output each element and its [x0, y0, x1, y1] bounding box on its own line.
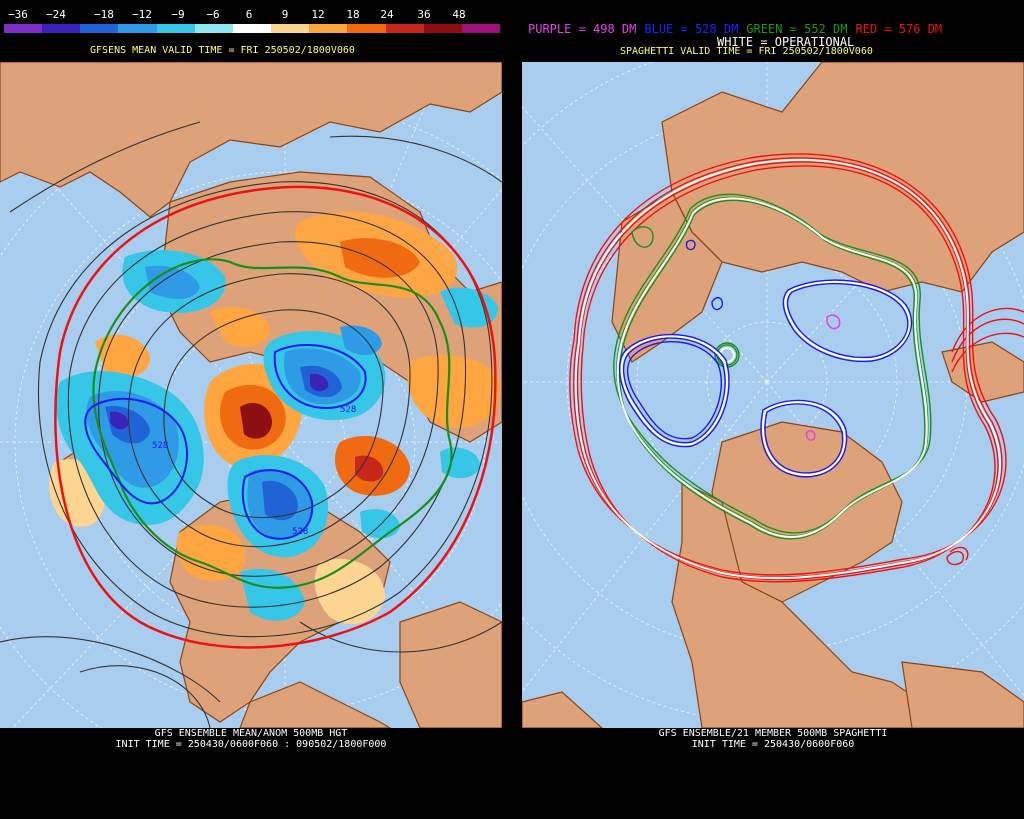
operational-576dm [574, 158, 1001, 580]
scale-swatch [118, 24, 157, 33]
operational-legend: WHITE = OPERATIONAL [717, 35, 855, 49]
scale-swatch [271, 24, 310, 33]
scale-label: 18 [346, 8, 360, 21]
contour-label: 528 [292, 527, 308, 537]
scale-label: 36 [417, 8, 431, 21]
scale-swatch [80, 24, 119, 33]
scale-swatch [461, 24, 501, 33]
valid-time-label: GFSENS MEAN VALID TIME = FRI 250502/1800… [90, 45, 355, 56]
scale-swatch [385, 24, 424, 33]
scale-label: −24 [46, 8, 66, 21]
spaghetti-498dm [805, 314, 841, 441]
scale-label: 9 [281, 8, 289, 21]
spaghetti-map [522, 62, 1024, 728]
footer-init-time: INIT TIME = 250430/0600F060 [691, 739, 855, 750]
legend-blue: BLUE = 528 DM [644, 22, 739, 36]
scale-label: −9 [171, 8, 185, 21]
scale-label: 12 [311, 8, 325, 21]
scale-label: −18 [94, 8, 114, 21]
scale-label: 24 [380, 8, 394, 21]
mean-anomaly-panel: −36 −24 −18 −12 −9 −6 6 9 12 18 24 36 48… [0, 0, 502, 819]
spaghetti-552dm [613, 193, 932, 540]
operational-528dm [620, 280, 911, 476]
land-masses [522, 62, 1024, 728]
anomaly-color-scale [4, 24, 501, 33]
scale-label: −6 [206, 8, 220, 21]
contour-552dm [92, 258, 453, 589]
scale-label: 6 [245, 8, 253, 21]
footer-title: GFS ENSEMBLE MEAN/ANOM 500MB HGT [154, 728, 348, 739]
scale-label: −12 [132, 8, 152, 21]
scale-label: −36 [8, 8, 28, 21]
anomaly-scale-labels: −36 −24 −18 −12 −9 −6 6 9 12 18 24 36 48 [0, 8, 502, 22]
contour-576dm [54, 185, 497, 649]
panel-divider [502, 0, 522, 819]
scale-swatch [156, 24, 195, 33]
contour-label: 528 [152, 441, 168, 451]
scale-swatch [423, 24, 462, 33]
contour-528dm [84, 344, 367, 540]
scale-swatch [194, 24, 233, 33]
negative-anomaly-shading [56, 249, 498, 621]
scale-swatch [309, 24, 348, 33]
left-footer: GFS ENSEMBLE MEAN/ANOM 500MB HGT INIT TI… [0, 728, 502, 750]
contour-label: 528 [340, 405, 356, 415]
footer-init-time: INIT TIME = 250430/0600F060 : 090502/180… [115, 739, 387, 750]
scale-swatch [42, 24, 81, 33]
spaghetti-panel: PURPLE = 498 DM BLUE = 528 DM GREEN = 552 … [522, 0, 1024, 819]
legend-purple: PURPLE = 498 DM [528, 22, 637, 36]
height-contours [0, 121, 502, 728]
scale-label: 48 [452, 8, 466, 21]
scale-swatch [232, 24, 272, 33]
right-footer: GFS ENSEMBLE/21 MEMBER 500MB SPAGHETTI I… [522, 728, 1024, 750]
contour-legend: PURPLE = 498 DM BLUE = 528 DM GREEN = 552 … [528, 22, 950, 36]
footer-title: GFS ENSEMBLE/21 MEMBER 500MB SPAGHETTI [658, 728, 888, 739]
valid-time-label: SPAGHETTI VALID TIME = FRI 250502/1800V0… [620, 46, 873, 57]
scale-swatch [347, 24, 386, 33]
scale-swatch [4, 24, 43, 33]
mean-anomaly-map: 528 528 528 [0, 62, 502, 728]
spaghetti-528dm [619, 239, 913, 478]
legend-red: RED = 576 DM [855, 22, 943, 36]
legend-green: GREEN = 552 DM [746, 22, 848, 36]
